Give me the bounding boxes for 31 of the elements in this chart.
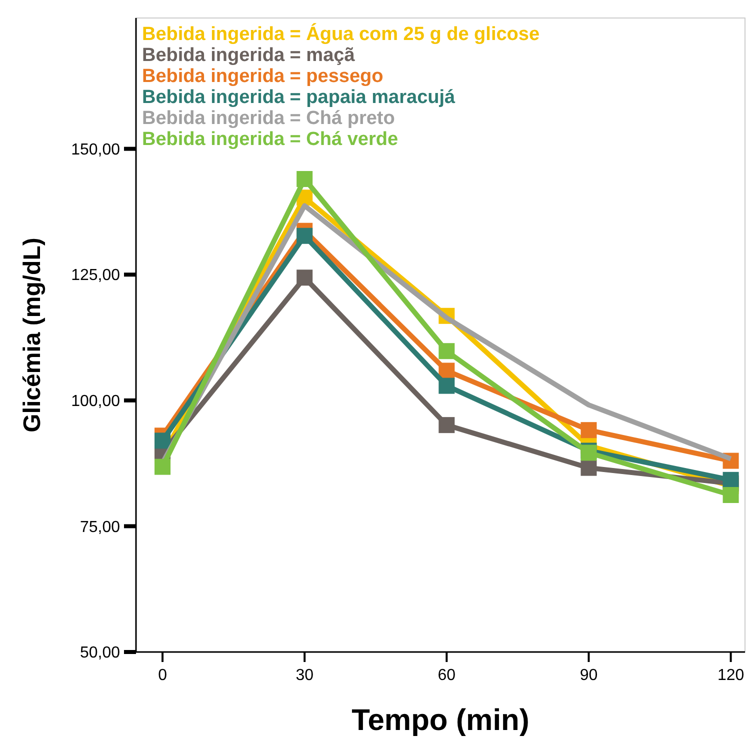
point [154,458,171,475]
point [580,422,597,438]
text: Bebida ingerida = Chá verde [142,129,398,150]
y-tick-label: 125,00 [71,267,120,284]
y-tick-label: 75,00 [80,518,120,536]
point [580,460,597,476]
point [296,228,313,244]
point [296,171,313,188]
text: Bebida ingerida = papaia maracujá [142,87,456,108]
point [296,270,313,286]
point [722,487,739,504]
x-tick-label: 90 [580,667,598,684]
point [438,362,455,379]
text: Bebida ingerida = pessego [142,66,384,87]
x-tick-label: 30 [296,667,314,684]
y-tick-label: 100,00 [71,393,120,410]
point [438,378,455,394]
x-tick-label: 60 [438,667,456,684]
y-axis-title: Glicémia (mg/dL) [19,238,46,432]
text: Bebida ingerida = Chá preto [142,108,395,129]
point [154,432,171,449]
point [438,343,455,360]
point [438,417,455,434]
point [722,472,739,488]
x-axis-title: Tempo (min) [352,704,530,737]
text: Bebida ingerida = maçã [142,45,356,66]
text: Bebida ingerida = Água com 25 g de glicose [142,23,540,45]
y-tick-label: 50,00 [80,644,120,662]
x-tick-label: 120 [717,667,744,684]
x-tick-label: 0 [158,667,168,684]
y-tick-label: 150,00 [71,141,120,158]
